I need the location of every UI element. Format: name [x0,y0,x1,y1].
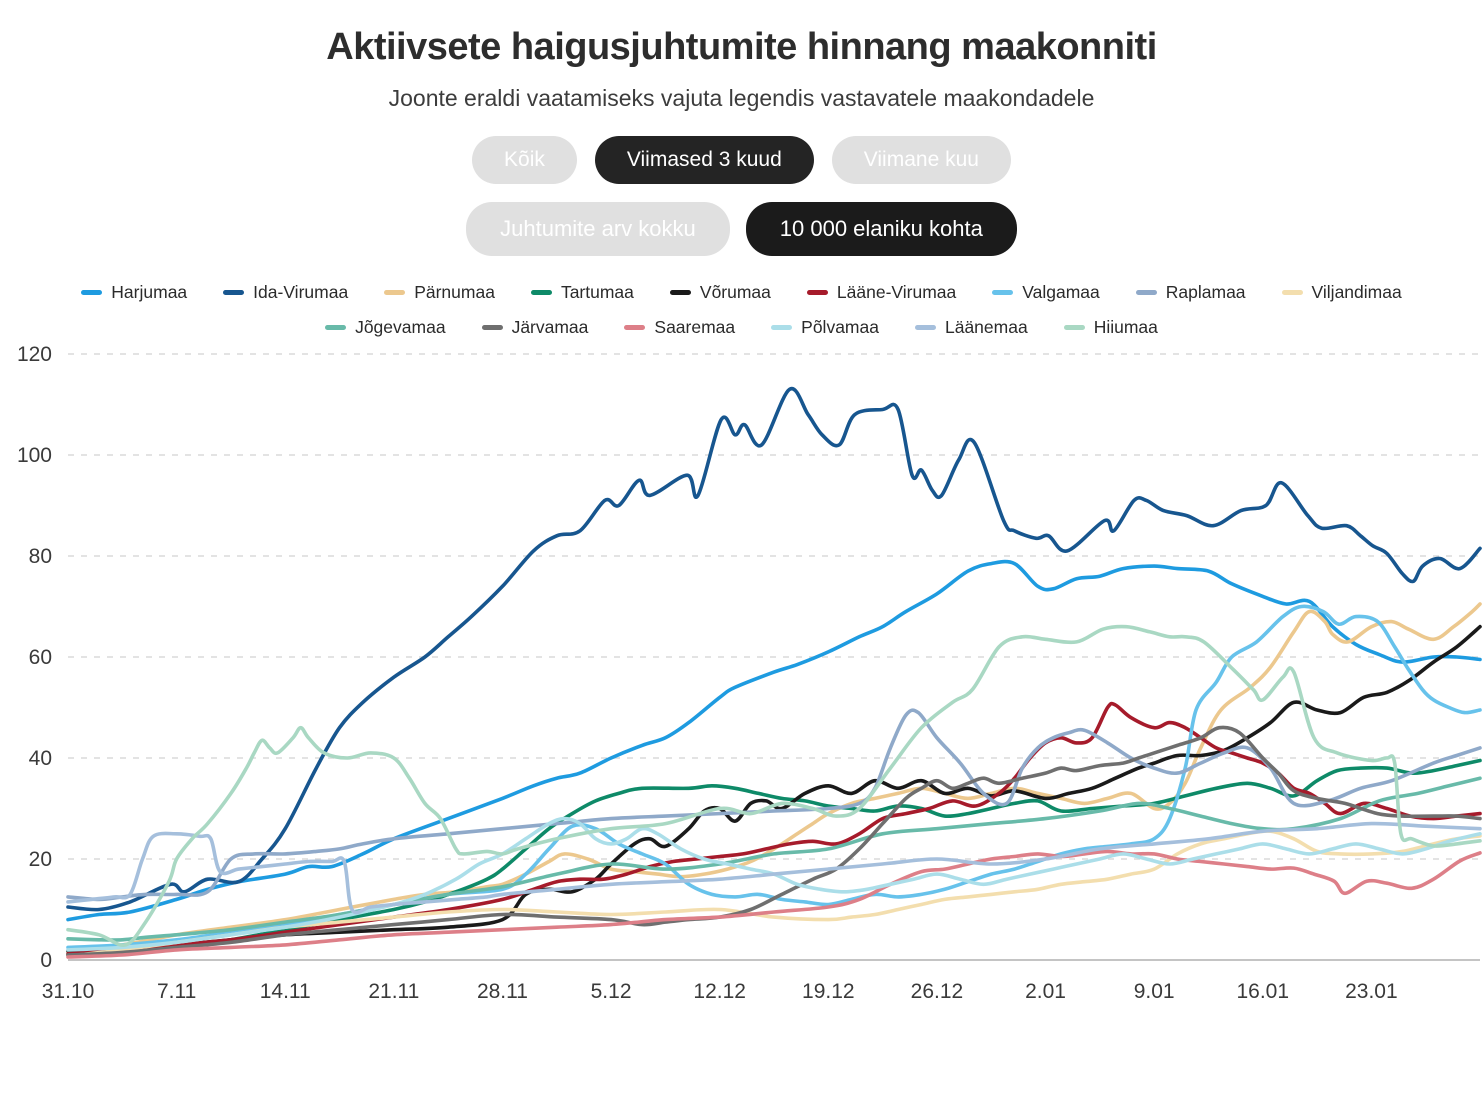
legend-swatch-icon [992,290,1014,295]
y-tick-label: 120 [17,343,52,366]
legend-item-vorumaa[interactable]: Võrumaa [669,282,771,303]
legend-item-laanemaa[interactable]: Läänemaa [914,317,1028,338]
legend-swatch-icon [81,290,103,295]
legend-swatch-icon [530,290,552,295]
period-button-koik[interactable]: Kõik [472,136,577,184]
series-line-polvamaa [66,816,1482,952]
legend-label: Põlvamaa [801,317,879,337]
page-subtitle: Joonte eraldi vaatamiseks vajuta legendi… [388,85,1095,111]
legend-swatch-icon [325,325,347,330]
y-tick-label: 100 [17,444,52,467]
y-tick-label: 20 [29,848,52,871]
legend-item-valgamaa[interactable]: Valgamaa [992,282,1100,303]
legend-swatch-icon [223,290,245,295]
series-line-raplamaa [66,708,1482,902]
chart-legend: Harjumaa Ida-Virumaa Pärnumaa Tartumaa Võrum… [0,282,1483,338]
legend-swatch-icon [384,290,406,295]
x-tick-label: 2.01 [1025,980,1066,1003]
legend-item-polvamaa[interactable]: Põlvamaa [771,317,879,338]
legend-label: Viljandimaa [1311,282,1402,302]
series-line-vorumaa [66,624,1482,953]
x-tick-label: 19.12 [802,980,855,1003]
legend-label: Läänemaa [944,317,1028,337]
series-line-viljandimaa [66,829,1482,958]
series-line-saaremaa [66,849,1482,959]
legend-label: Pärnumaa [414,282,495,302]
x-tick-label: 16.01 [1236,980,1289,1003]
legend-item-raplamaa[interactable]: Raplamaa [1135,282,1246,303]
legend-label: Valgamaa [1022,282,1100,302]
legend-swatch-icon [806,290,828,295]
page-title: Aktiivsete haigusjuhtumite hinnang maako… [326,26,1157,68]
legend-item-hiiumaa[interactable]: Hiiumaa [1063,317,1158,338]
x-tick-label: 5.12 [591,980,632,1003]
x-tick-label: 7.11 [157,980,196,1003]
legend-swatch-icon [1063,325,1085,330]
legend-label: Jõgevamaa [355,317,446,337]
legend-item-laane-virumaa[interactable]: Lääne-Virumaa [806,282,957,303]
legend-swatch-icon [1281,290,1303,295]
legend-swatch-icon [1135,290,1157,295]
series-line-tartumaa [66,758,1482,957]
series-line-hiiumaa [66,624,1482,947]
legend-row: Jõgevamaa Järvamaa Saaremaa Põlvamaa Läänema… [0,317,1483,338]
legend-swatch-icon [669,290,691,295]
legend-swatch-icon [771,325,793,330]
mode-filter-group: Juhtumite arv kokku 10 000 elaniku kohta [0,202,1483,256]
legend-item-jogevamaa[interactable]: Jõgevamaa [325,317,446,338]
legend-label: Harjumaa [111,282,188,302]
legend-item-ida-virumaa[interactable]: Ida-Virumaa [223,282,348,303]
x-tick-label: 31.10 [42,980,95,1003]
legend-swatch-icon [914,325,936,330]
period-button-viimane-kuu[interactable]: Viimane kuu [831,136,1011,184]
legend-label: Raplamaa [1165,282,1246,302]
period-button-viimased-3-kuud[interactable]: Viimased 3 kuud [594,136,814,184]
line-chart: 0 20 40 60 80 100 120 31.10 7.11 14.11 21.11 28.11 5… [17,343,1482,1003]
series-line-parnumaa [66,602,1482,954]
series-line-valgamaa [66,604,1482,950]
legend-label: Järvamaa [511,317,589,337]
x-tick-label: 23.01 [1345,980,1398,1003]
legend-item-harjumaa[interactable]: Harjumaa [81,282,187,303]
x-tick-label: 14.11 [260,980,311,1003]
series-line-harjumaa [66,559,1482,922]
mode-button-10-000-elaniku-kohta[interactable]: 10 000 elaniku kohta [745,202,1017,256]
chart-area: 0 20 40 60 80 100 120 31.10 7.11 14.11 21.11 28.11 5… [0,342,1483,1047]
legend-label: Saaremaa [654,317,736,337]
legend-item-viljandimaa[interactable]: Viljandimaa [1281,282,1402,303]
legend-label: Hiiumaa [1093,317,1158,337]
legend-item-parnumaa[interactable]: Pärnumaa [384,282,495,303]
series-line-ida-virumaa [66,386,1482,912]
x-tick-label: 28.11 [477,980,528,1003]
x-tick-label: 9.01 [1134,980,1175,1003]
period-filter-group: Kõik Viimased 3 kuud Viimane kuu [0,136,1483,184]
y-tick-label: 0 [40,949,52,972]
legend-label: Tartumaa [560,282,634,302]
mode-button-juhtumite-arv-kokku[interactable]: Juhtumite arv kokku [466,202,730,256]
legend-swatch-icon [481,325,503,330]
legend-label: Ida-Virumaa [253,282,349,302]
legend-label: Võrumaa [699,282,771,302]
x-tick-label: 21.11 [368,980,419,1003]
legend-label: Lääne-Virumaa [836,282,957,302]
y-tick-label: 40 [29,747,52,770]
legend-item-saaremaa[interactable]: Saaremaa [624,317,735,338]
series-line-jarvamaa [66,725,1482,957]
legend-item-jarvamaa[interactable]: Järvamaa [481,317,589,338]
y-tick-label: 60 [29,646,52,669]
legend-row: Harjumaa Ida-Virumaa Pärnumaa Tartumaa Võrum… [0,282,1483,303]
legend-item-tartumaa[interactable]: Tartumaa [530,282,634,303]
legend-swatch-icon [624,325,646,330]
y-tick-label: 80 [29,545,52,568]
x-tick-label: 12.12 [693,980,746,1003]
x-tick-label: 26.12 [911,980,964,1003]
